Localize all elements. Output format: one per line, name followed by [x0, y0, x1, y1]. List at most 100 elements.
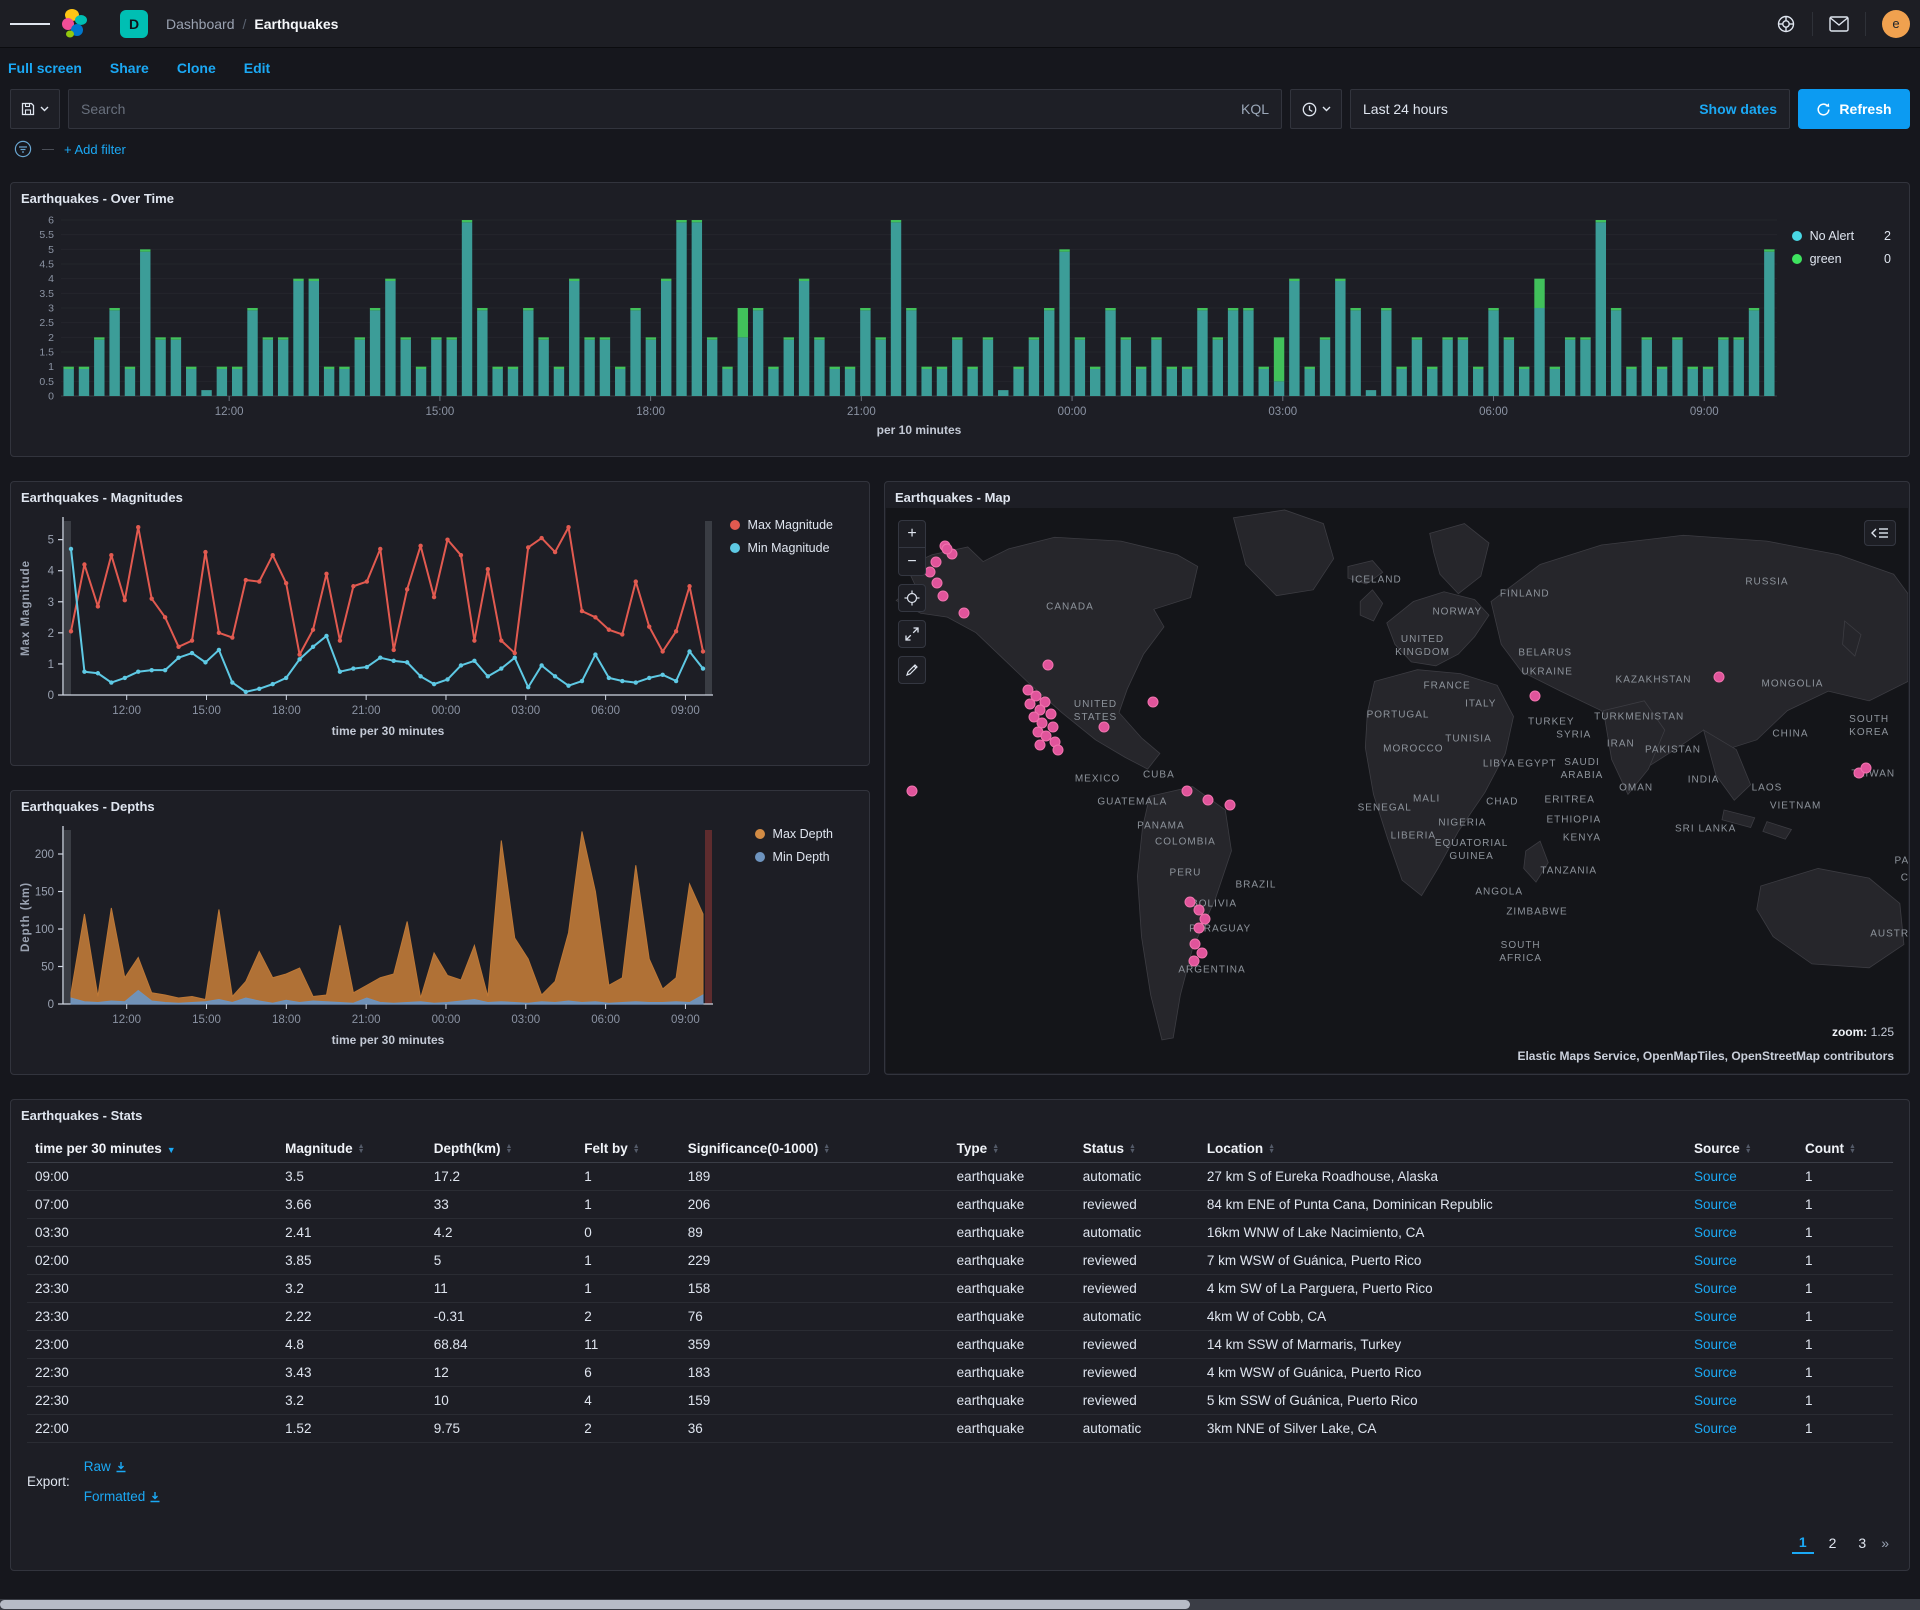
space-badge[interactable]: D	[120, 9, 148, 38]
earthquake-dot[interactable]	[1193, 922, 1205, 934]
source-link[interactable]: Source	[1694, 1365, 1737, 1380]
column-header-depth-km-[interactable]: Depth(km) ▲ ▼	[425, 1135, 577, 1163]
menu-hamburger-icon[interactable]	[10, 0, 50, 48]
earthquake-dot[interactable]	[1034, 739, 1046, 751]
column-header-type[interactable]: Type ▲ ▼	[948, 1135, 1075, 1163]
elastic-logo-icon[interactable]	[58, 7, 92, 41]
menu-link-full-screen[interactable]: Full screen	[8, 60, 82, 76]
export-raw-link[interactable]: Raw	[84, 1459, 162, 1474]
source-link[interactable]: Source	[1694, 1337, 1737, 1352]
earthquake-dot[interactable]	[1202, 794, 1214, 806]
menu-link-clone[interactable]: Clone	[176, 60, 216, 76]
earthquake-dot[interactable]	[941, 543, 953, 555]
source-link[interactable]: Source	[1694, 1253, 1737, 1268]
earthquake-dot[interactable]	[1030, 690, 1042, 702]
page-2[interactable]: 2	[1828, 1535, 1837, 1551]
column-header-felt-by[interactable]: Felt by ▲ ▼	[576, 1135, 680, 1163]
source-link[interactable]: Source	[1694, 1309, 1737, 1324]
legend-item-no-alert[interactable]: No Alert 2	[1791, 229, 1891, 243]
show-dates-link[interactable]: Show dates	[1699, 101, 1777, 117]
source-link[interactable]: Source	[1694, 1281, 1737, 1296]
filter-icon[interactable]	[14, 140, 32, 158]
earthquake-dot[interactable]	[1199, 913, 1211, 925]
earthquake-dot[interactable]	[1042, 659, 1054, 670]
column-header-location[interactable]: Location ▲ ▼	[1198, 1135, 1686, 1163]
earthquake-dot[interactable]	[1028, 711, 1040, 723]
time-range-display[interactable]: Last 24 hours Show dates	[1350, 89, 1790, 129]
earthquake-dot[interactable]	[1529, 690, 1541, 702]
user-avatar[interactable]: e	[1882, 9, 1910, 38]
earthquake-dot[interactable]	[1040, 730, 1052, 742]
column-header-count[interactable]: Count ▲ ▼	[1796, 1135, 1893, 1163]
earthquake-dot[interactable]	[1196, 947, 1208, 959]
earthquake-dot[interactable]	[1181, 785, 1193, 797]
earthquake-dot[interactable]	[1224, 799, 1236, 811]
page-3[interactable]: 3	[1858, 1535, 1867, 1551]
earthquake-dot[interactable]	[1189, 938, 1201, 950]
export-formatted-link[interactable]: Formatted	[84, 1489, 162, 1504]
menu-link-edit[interactable]: Edit	[243, 60, 271, 76]
earthquake-dot[interactable]	[1098, 721, 1110, 733]
add-filter-link[interactable]: + Add filter	[64, 141, 126, 157]
earthquake-dot[interactable]	[1045, 708, 1057, 720]
column-header-time-per-30-minutes[interactable]: time per 30 minutes ▼	[27, 1135, 278, 1163]
map-zoom-in-button[interactable]: +	[898, 520, 926, 548]
source-link[interactable]: Source	[1694, 1225, 1737, 1240]
page-1[interactable]: 1	[1791, 1532, 1814, 1554]
earthquake-dot[interactable]	[1047, 721, 1059, 733]
earthquake-dot[interactable]	[931, 577, 943, 589]
world-map[interactable]: CANADA ICELAND RUSSIA NORWAY FINLAND UNITED K…	[886, 508, 1908, 1073]
help-icon[interactable]	[1766, 0, 1806, 48]
map-legend-toggle-button[interactable]	[1864, 520, 1896, 546]
svg-text:100: 100	[35, 924, 54, 936]
source-link[interactable]: Source	[1694, 1197, 1737, 1212]
source-link[interactable]: Source	[1694, 1169, 1737, 1184]
sort-carets-icon: ▲ ▼	[992, 1142, 1000, 1156]
earthquake-dot[interactable]	[937, 590, 949, 602]
map-zoom-out-button[interactable]: −	[898, 548, 926, 576]
earthquake-dot[interactable]	[1193, 904, 1205, 916]
legend-item-max-magnitude[interactable]: Max Magnitude	[729, 518, 833, 532]
legend-item-green[interactable]: green 0	[1791, 252, 1891, 266]
scrollbar-thumb[interactable]	[0, 1600, 1191, 1609]
earthquake-dot[interactable]	[1184, 896, 1196, 908]
earthquake-dot[interactable]	[958, 607, 970, 619]
earthquake-dot[interactable]	[1147, 696, 1159, 708]
earthquake-dot[interactable]	[906, 785, 918, 797]
earthquake-dot[interactable]	[1860, 762, 1872, 774]
saved-query-button[interactable]	[10, 89, 60, 129]
search-input[interactable]: Search KQL	[68, 89, 1282, 129]
horizontal-scrollbar[interactable]	[0, 1599, 1920, 1610]
map-fullscreen-button[interactable]	[898, 620, 926, 648]
earthquake-dot[interactable]	[1713, 671, 1725, 683]
menu-link-share[interactable]: Share	[109, 60, 149, 76]
earthquake-dot[interactable]	[930, 556, 942, 568]
column-header-source[interactable]: Source ▲ ▼	[1686, 1135, 1797, 1163]
earthquake-dot[interactable]	[924, 566, 936, 578]
source-link[interactable]: Source	[1694, 1421, 1737, 1436]
source-link[interactable]: Source	[1694, 1393, 1737, 1408]
legend-item-max-depth[interactable]: Max Depth	[754, 827, 833, 841]
mail-icon[interactable]	[1819, 0, 1859, 48]
cell: 4 km SW of La Parguera, Puerto Rico	[1198, 1274, 1686, 1303]
earthquake-dot[interactable]	[1052, 744, 1064, 756]
kql-toggle[interactable]: KQL	[1240, 101, 1269, 117]
map-draw-tools-button[interactable]	[898, 656, 926, 684]
earthquake-dot[interactable]	[1188, 955, 1200, 967]
legend-item-min-magnitude[interactable]: Min Magnitude	[729, 541, 833, 555]
earthquake-dot[interactable]	[1039, 696, 1051, 708]
column-header-significance-0-1000-[interactable]: Significance(0-1000) ▲ ▼	[679, 1135, 949, 1163]
time-range-value[interactable]: Last 24 hours	[1363, 101, 1448, 117]
column-header-magnitude[interactable]: Magnitude ▲ ▼	[277, 1135, 426, 1163]
map-fit-data-button[interactable]	[898, 584, 926, 612]
earthquake-dot[interactable]	[1022, 684, 1034, 696]
next-page-button[interactable]: »	[1881, 1535, 1889, 1551]
column-header-status[interactable]: Status ▲ ▼	[1074, 1135, 1199, 1163]
refresh-button[interactable]: Refresh	[1798, 89, 1910, 129]
breadcrumb-dashboard-link[interactable]: Dashboard	[166, 15, 235, 32]
time-picker-quick-button[interactable]	[1290, 89, 1342, 129]
search-placeholder: Search	[81, 101, 126, 117]
legend-item-min-depth[interactable]: Min Depth	[754, 850, 833, 864]
earthquake-dot[interactable]	[1024, 698, 1036, 710]
